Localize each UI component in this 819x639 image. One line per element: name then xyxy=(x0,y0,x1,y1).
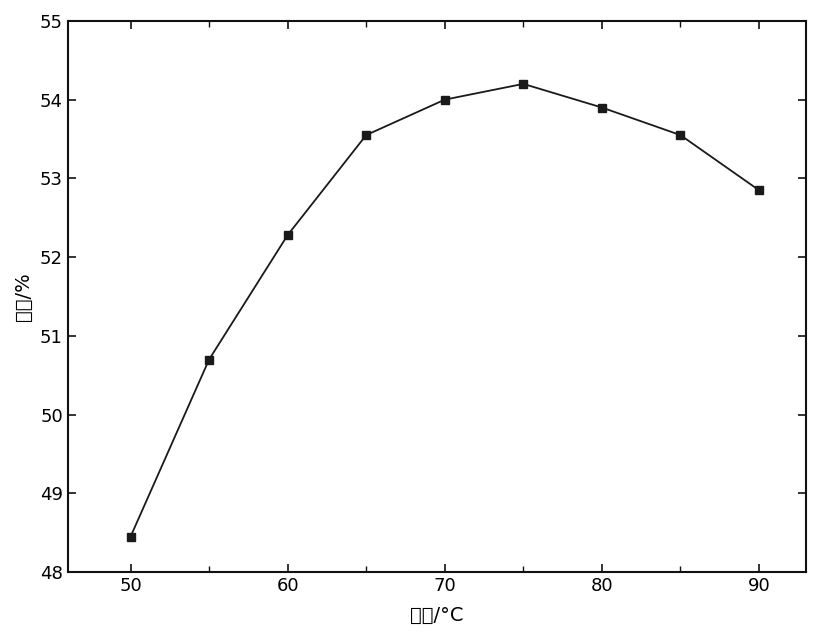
Y-axis label: 产率/%: 产率/% xyxy=(14,272,33,321)
X-axis label: 温度/°C: 温度/°C xyxy=(410,606,463,625)
